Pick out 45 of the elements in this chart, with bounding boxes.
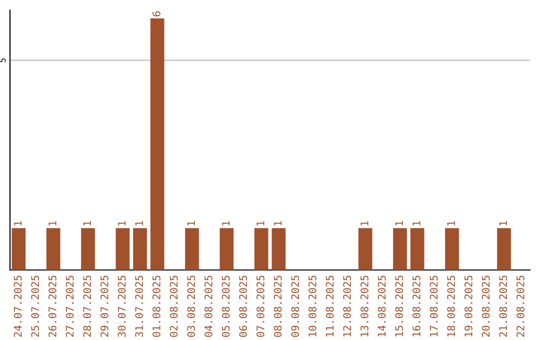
- data-label: 6: [152, 11, 160, 16]
- x-tick-label: 31.07.2025: [135, 276, 144, 337]
- data-label: 1: [360, 221, 368, 226]
- data-label: 1: [412, 221, 420, 226]
- x-tick-label: 20.08.2025: [482, 276, 490, 337]
- x-tick-label: 02.08.2025: [170, 276, 178, 337]
- x-tick-label: 05.08.2025: [222, 276, 230, 337]
- x-tick-label: 18.08.2025: [447, 276, 456, 336]
- data-label: 1: [118, 221, 126, 226]
- x-tick-label: 21.08.2025: [499, 276, 508, 337]
- x-tick-label: 10.08.2025: [308, 276, 316, 336]
- x-tick-label: 07.08.2025: [256, 276, 264, 337]
- data-label: 1: [499, 221, 507, 226]
- x-tick-label: 12.08.2025: [343, 276, 352, 336]
- x-tick-label: 29.07.2025: [100, 276, 108, 337]
- x-tick-label: 06.08.2025: [239, 276, 248, 337]
- x-tick-label: 25.07.2025: [31, 276, 40, 337]
- data-label: 1: [395, 221, 403, 226]
- x-tick-label: 11.08.2025: [326, 276, 334, 336]
- x-tick-label: 28.07.2025: [83, 276, 92, 337]
- data-label: 1: [135, 221, 143, 226]
- data-label: 1: [48, 221, 56, 226]
- data-label: 1: [83, 221, 91, 226]
- x-tick-label: 17.08.2025: [430, 276, 438, 336]
- data-label: 1: [256, 221, 264, 226]
- x-tick-label: 14.08.2025: [378, 276, 386, 336]
- x-tick-label: 09.08.2025: [291, 276, 300, 337]
- x-tick-label: 03.08.2025: [187, 276, 196, 337]
- x-tick-label: 01.08.2025: [152, 276, 160, 337]
- x-tick-label: 30.07.2025: [118, 276, 126, 337]
- x-tick-label: 04.08.2025: [204, 276, 212, 337]
- data-label: 1: [447, 221, 455, 226]
- x-tick-label: 16.08.2025: [412, 276, 420, 336]
- x-tick-label: 15.08.2025: [395, 276, 404, 336]
- data-label: 1: [14, 221, 22, 226]
- x-tick-label: 13.08.2025: [360, 276, 368, 336]
- x-tick-label: 08.08.2025: [274, 276, 282, 337]
- data-label: 1: [222, 221, 230, 226]
- x-tick-label: 27.07.2025: [66, 276, 74, 337]
- data-label: 1: [274, 221, 282, 226]
- data-label: 1: [187, 221, 195, 226]
- x-tick-label: 22.08.2025: [516, 276, 524, 337]
- x-tick-label: 19.08.2025: [464, 276, 472, 336]
- x-tick-label: 24.07.2025: [14, 276, 22, 337]
- x-tick-label: 26.07.2025: [48, 276, 56, 337]
